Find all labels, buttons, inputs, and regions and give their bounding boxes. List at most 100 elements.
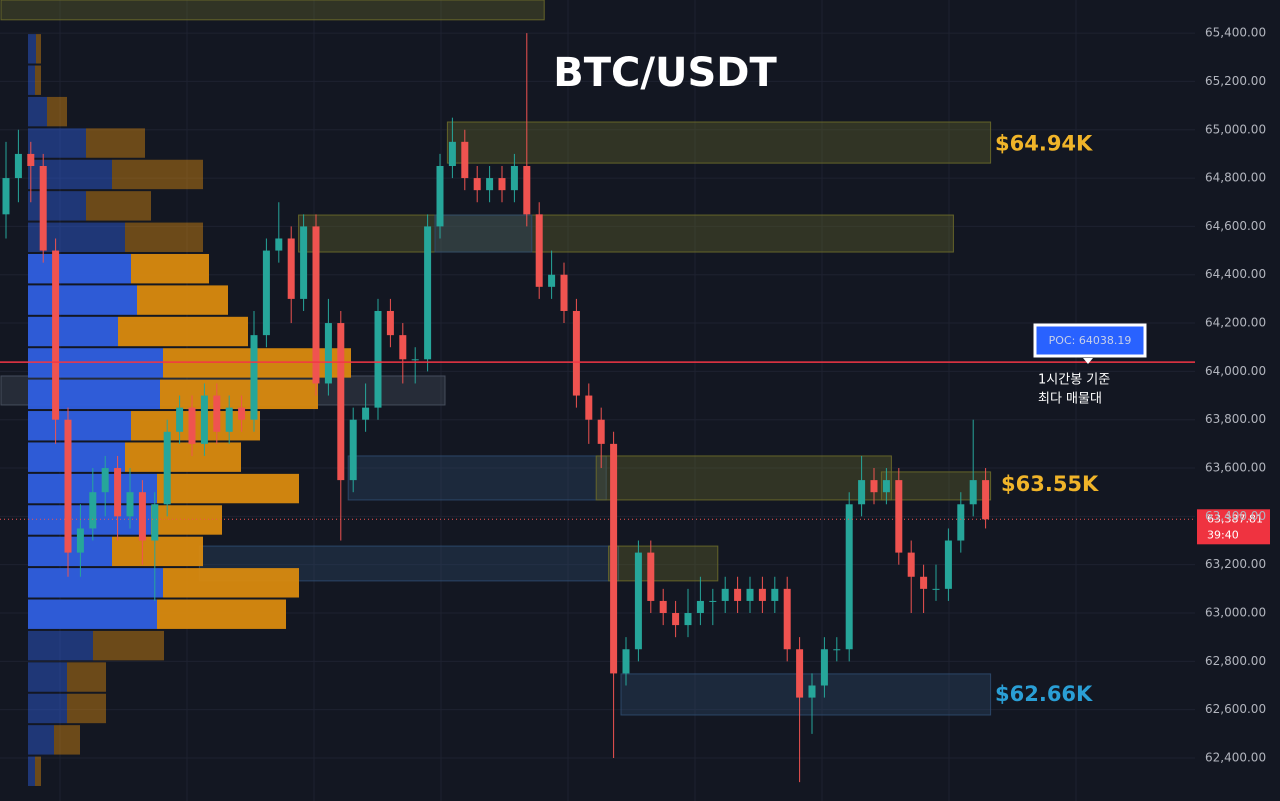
candle-body	[523, 165, 531, 215]
profile-buy	[28, 348, 163, 378]
candle-body	[52, 250, 60, 420]
candle-body	[944, 540, 952, 589]
candle-body	[510, 165, 518, 191]
candle-body	[188, 407, 196, 444]
candle-body	[548, 274, 556, 287]
candle-body	[225, 407, 233, 432]
candle-body	[634, 552, 642, 650]
candle-body	[461, 141, 469, 179]
candle-body	[709, 600, 717, 602]
profile-sell	[125, 222, 203, 252]
candle-body	[200, 395, 208, 444]
y-tick-label: 63,000.00	[1205, 606, 1266, 620]
candle-body	[696, 600, 704, 614]
level-label: $62.66K	[995, 682, 1093, 706]
candle-body	[300, 226, 308, 299]
profile-sell	[157, 473, 299, 504]
candle-body	[76, 528, 84, 553]
zone	[620, 673, 992, 716]
candle-body	[920, 576, 928, 589]
candle-body	[610, 443, 618, 674]
y-tick-label: 62,800.00	[1205, 654, 1266, 668]
candle-body	[721, 588, 729, 601]
poc-label: POC: 64038.19	[1049, 334, 1132, 347]
profile-sell	[160, 379, 318, 410]
profile-sell	[47, 96, 67, 127]
candle-body	[89, 492, 97, 529]
profile-sell	[151, 505, 222, 535]
profile-buy	[28, 693, 67, 724]
candle-body	[982, 480, 990, 520]
zone	[446, 121, 992, 164]
profile-sell	[118, 316, 248, 347]
y-tick-label: 63,200.00	[1205, 557, 1266, 571]
profile-buy	[28, 442, 125, 472]
candle-body	[362, 407, 370, 420]
profile-buy	[28, 630, 93, 661]
profile-sell	[157, 599, 286, 629]
profile-sell	[54, 725, 80, 755]
candle-body	[895, 480, 903, 553]
candle-body	[734, 588, 742, 601]
candle-body	[436, 165, 444, 227]
y-tick-label: 64,600.00	[1205, 219, 1266, 233]
profile-sell	[125, 442, 241, 472]
candle-body	[486, 178, 494, 191]
profile-buy	[28, 662, 67, 692]
candle-body	[238, 407, 246, 420]
profile-sell	[137, 285, 228, 315]
profile-buy	[28, 128, 86, 158]
level-label: $64.94K	[995, 131, 1093, 155]
y-tick-label: 64,800.00	[1205, 171, 1266, 185]
candle-body	[796, 649, 804, 698]
level-label: $63.55K	[1001, 472, 1099, 496]
profile-buy	[28, 725, 54, 755]
zone	[608, 545, 719, 582]
candle-body	[833, 649, 841, 651]
chart-title: BTC/USDT	[553, 50, 777, 96]
candle-body	[746, 588, 754, 601]
candle-body	[101, 468, 109, 493]
y-tick-label: 62,600.00	[1205, 702, 1266, 716]
candle-body	[622, 649, 630, 674]
profile-sell	[131, 253, 209, 284]
y-tick-label: 64,400.00	[1205, 267, 1266, 281]
y-tick-label: 65,000.00	[1205, 122, 1266, 136]
candle-body	[163, 431, 171, 505]
candle-body	[411, 359, 419, 361]
candle-body	[560, 274, 568, 311]
poc-box	[1033, 323, 1147, 358]
profile-sell	[86, 191, 151, 221]
candle-body	[957, 504, 965, 541]
profile-buy	[28, 316, 118, 347]
candle-body	[597, 419, 605, 444]
profile-buy	[28, 34, 36, 64]
y-tick-label: 64,000.00	[1205, 364, 1266, 378]
candle-body	[213, 395, 221, 432]
candle-body	[473, 178, 481, 191]
zone	[0, 0, 545, 21]
profile-buy	[28, 568, 163, 598]
candle-body	[39, 165, 47, 251]
profile-sell	[67, 693, 106, 724]
candle-body	[932, 588, 940, 590]
profile-buy	[28, 379, 160, 410]
candle-body	[783, 588, 791, 650]
candle-body	[312, 226, 320, 384]
poc-note: 최다 매물대	[1038, 392, 1102, 407]
zone	[298, 214, 954, 253]
profile-buy	[28, 65, 35, 95]
y-tick-label: 63,600.00	[1205, 461, 1266, 475]
y-tick-label: 62,400.00	[1205, 750, 1266, 764]
candle-body	[672, 613, 680, 626]
profile-buy	[28, 191, 86, 221]
candle-body	[448, 141, 456, 166]
profile-sell	[112, 536, 203, 567]
last-price-timer: 39:40	[1207, 528, 1239, 541]
candle-body	[14, 153, 22, 179]
candle-body	[287, 238, 295, 299]
candle-body	[969, 480, 977, 505]
poc-note: 1시간봉 기준	[1038, 373, 1110, 388]
candle-body	[126, 492, 134, 517]
